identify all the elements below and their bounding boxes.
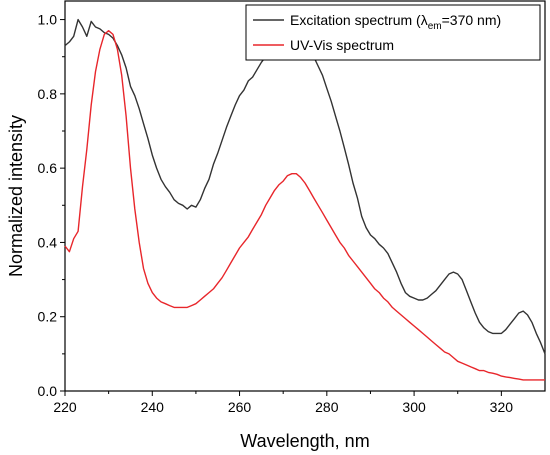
x-tick-label: 260 bbox=[228, 399, 252, 415]
x-tick-label: 300 bbox=[402, 399, 426, 415]
legend: Excitation spectrum (λem=370 nm) UV-Vis … bbox=[245, 4, 541, 61]
legend-box bbox=[245, 4, 541, 61]
excitation-spectrum-line bbox=[64, 18, 546, 355]
x-axis-ticks: 220 240 260 280 300 320 bbox=[53, 391, 513, 415]
y-tick-label: 0.8 bbox=[38, 86, 58, 102]
y-axis-title: Normalized intensity bbox=[6, 115, 26, 277]
legend-excitation-label: Excitation spectrum (λem=370 nm) bbox=[290, 12, 501, 32]
x-tick-label: 320 bbox=[490, 399, 514, 415]
plot-frame bbox=[64, 0, 546, 392]
y-tick-label: 1.0 bbox=[38, 12, 58, 28]
y-tick-label: 0.4 bbox=[38, 234, 58, 250]
x-tick-label: 220 bbox=[53, 399, 77, 415]
y-tick-label: 0.0 bbox=[38, 383, 58, 399]
legend-uvvis-label: UV-Vis spectrum bbox=[290, 37, 394, 53]
x-tick-label: 280 bbox=[315, 399, 339, 415]
y-axis-ticks: 0.0 0.2 0.4 0.6 0.8 1.0 bbox=[38, 12, 65, 399]
x-tick-label: 240 bbox=[141, 399, 165, 415]
x-axis-title: Wavelength, nm bbox=[240, 431, 369, 451]
series-layer bbox=[64, 18, 546, 381]
uvvis-spectrum-line bbox=[64, 30, 545, 381]
y-tick-label: 0.2 bbox=[38, 309, 58, 325]
y-tick-label: 0.6 bbox=[38, 160, 58, 176]
